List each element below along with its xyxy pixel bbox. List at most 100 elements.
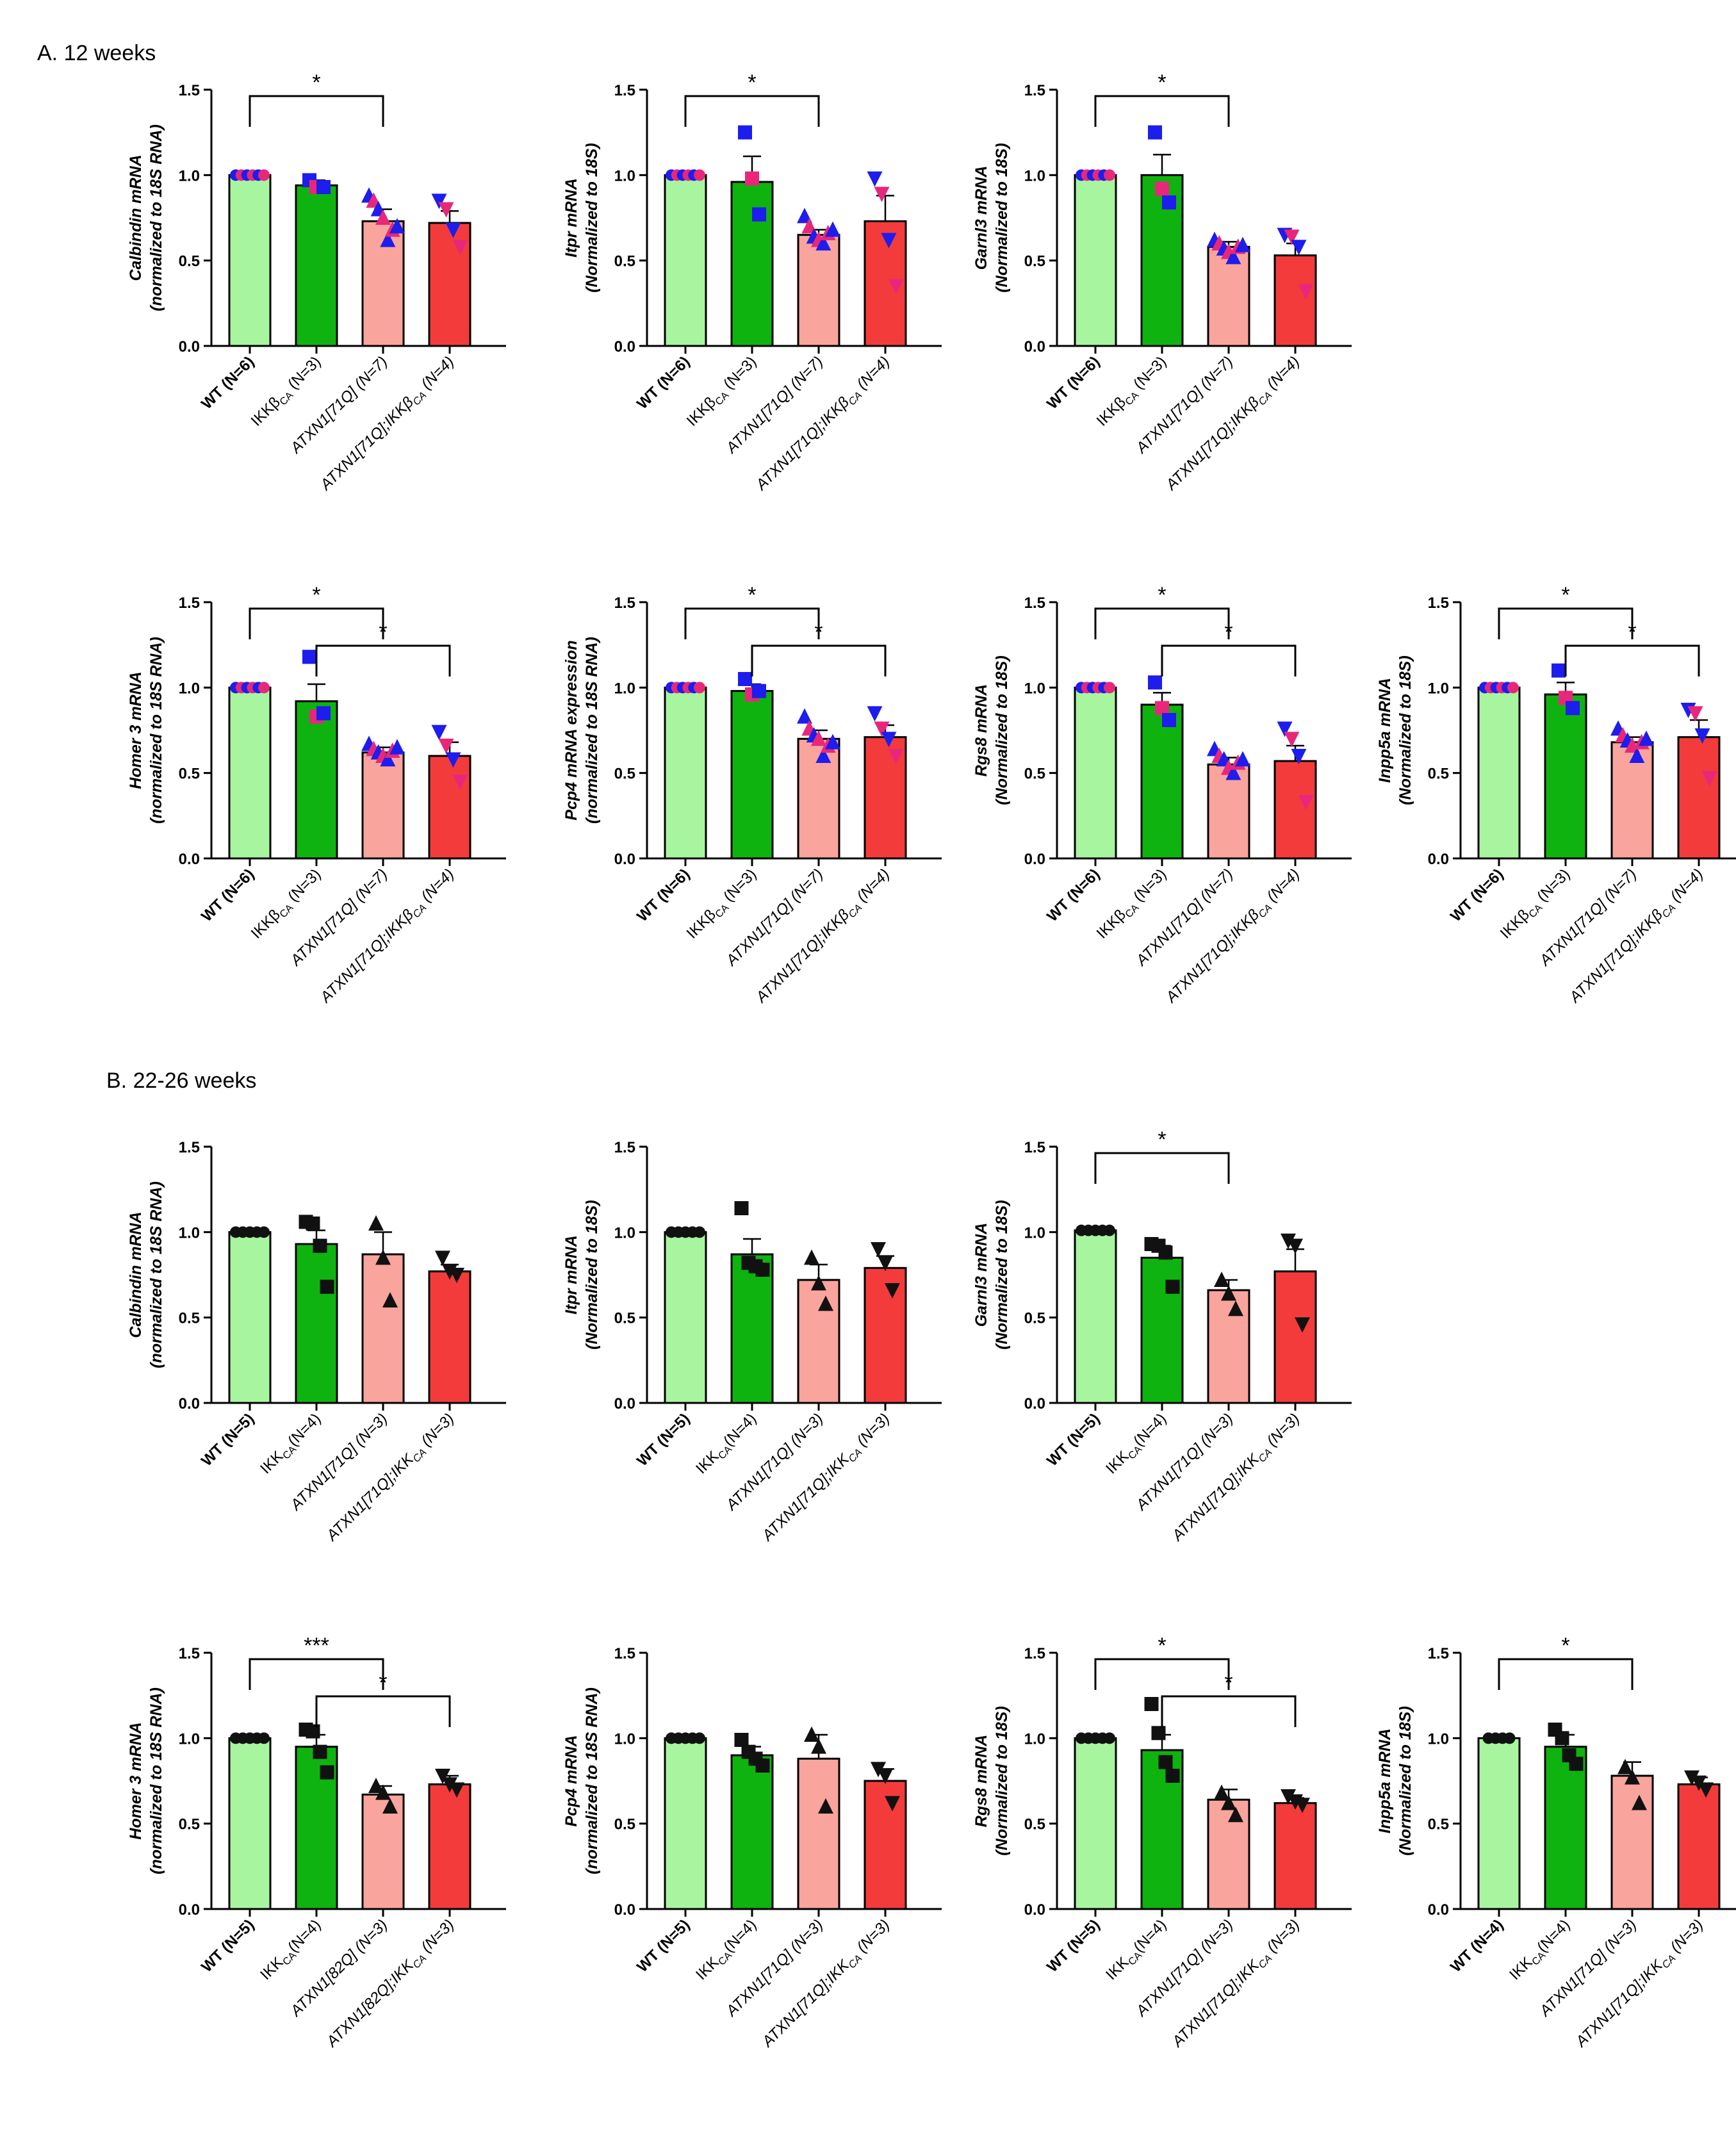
y-tick-label: 1.5 [614, 1139, 635, 1156]
data-point [258, 682, 270, 694]
y-tick-label: 0.5 [614, 1816, 635, 1833]
data-point [445, 222, 461, 238]
x-category-label: ATXN1[71Q];IKKCA (N=3) [1168, 1916, 1305, 2053]
data-point [694, 1226, 705, 1238]
data-point [1295, 1317, 1310, 1333]
data-point [316, 706, 331, 721]
bar-chart-12: Rgs8 mRNA (Normalized to 18S) 0.0 0.5 1.0 1.5… [972, 1634, 1352, 2053]
bar [1207, 1289, 1250, 1404]
y-axis-label: (Normalized to 18S) [1396, 1706, 1414, 1855]
y-tick-label: 1.5 [1024, 82, 1045, 99]
data-point [804, 1726, 819, 1742]
y-axis-label: Rgs8 mRNA [972, 684, 990, 776]
significance-bracket [1094, 1152, 1230, 1184]
bar-chart-7: Calbindin mRNA (normalized to 18S RNA) 0.0… [127, 1139, 506, 1545]
data-point [878, 1256, 893, 1272]
significance-bracket [249, 1658, 384, 1690]
y-tick-label: 1.0 [179, 1730, 200, 1748]
y-tick-label: 1.5 [1024, 1139, 1045, 1156]
data-point [1503, 1732, 1516, 1744]
x-category-label: IKKCA(N=4) [692, 1916, 762, 1985]
data-point [815, 235, 831, 250]
y-tick-label: 1.0 [614, 1730, 635, 1748]
significance-bracket [1094, 95, 1230, 127]
significance-bracket [1498, 607, 1634, 639]
significance-label: * [312, 70, 320, 95]
data-point [1284, 229, 1300, 245]
x-category-label: WT (N=6) [1447, 865, 1507, 925]
data-point [811, 730, 826, 746]
data-point [1151, 1726, 1166, 1741]
significance-bracket [684, 607, 820, 639]
x-category-label: WT (N=4) [1447, 1916, 1507, 1976]
data-point [1235, 751, 1250, 767]
x-category-label: ATXN1[71Q];IKKβCA (N=4) [1162, 353, 1305, 496]
bar [1273, 760, 1317, 860]
data-point [1225, 764, 1241, 780]
data-point [306, 1217, 320, 1231]
data-point [313, 1744, 327, 1759]
data-point [1214, 1272, 1229, 1287]
data-point [1214, 1784, 1229, 1800]
y-tick-label: 0.5 [614, 253, 635, 270]
data-point [1566, 701, 1580, 716]
data-point [1104, 1224, 1115, 1236]
data-point [874, 186, 890, 202]
x-category-label: WT (N=5) [634, 1410, 693, 1470]
bar [361, 1253, 405, 1404]
y-tick-label: 0.0 [1024, 338, 1045, 356]
x-category-label: ATXN1[71Q];IKKβCA (N=4) [1162, 865, 1305, 1008]
significance-bracket [1161, 1695, 1297, 1727]
bar-chart-13: Inpp5a mRNA (Normalized to 18S) 0.0 0.5 1.0 1… [1376, 1634, 1736, 2051]
x-category-label: WT (N=6) [198, 353, 258, 413]
y-tick-label: 0.0 [179, 1901, 200, 1919]
data-point [1221, 1794, 1236, 1810]
data-point [797, 208, 812, 224]
data-point [1295, 1798, 1310, 1814]
data-point [435, 1250, 450, 1266]
data-point [1162, 713, 1176, 727]
y-tick-label: 1.0 [1024, 1224, 1045, 1241]
data-point [752, 684, 766, 698]
y-axis-label: Garnl3 mRNA [972, 1223, 990, 1327]
data-point [258, 1226, 270, 1238]
y-tick-label: 0.5 [614, 766, 635, 783]
bar [664, 174, 707, 347]
x-category-label: ATXN1[71Q];IKKCA (N=3) [758, 1410, 895, 1547]
y-tick-label: 1.5 [614, 594, 635, 612]
y-axis-label: Calbindin mRNA [127, 1211, 145, 1338]
y-tick-label: 0.0 [179, 338, 200, 356]
data-point [825, 221, 840, 237]
bar [730, 690, 774, 860]
data-point [1155, 181, 1169, 196]
data-point [881, 732, 897, 748]
data-point [1158, 1755, 1173, 1769]
data-point [888, 749, 904, 764]
x-category-label: WT (N=6) [1044, 865, 1103, 925]
data-point [449, 1268, 464, 1283]
data-point [818, 1798, 833, 1814]
data-point [368, 1215, 384, 1231]
y-axis-label: Rgs8 mRNA [972, 1735, 990, 1827]
data-point [375, 1249, 391, 1265]
data-point [694, 169, 705, 181]
bar-chart-0: Calbindin mRNA (normalized to 18S RNA) 0.0… [127, 70, 506, 495]
data-point [755, 1758, 770, 1773]
data-point [815, 748, 831, 763]
bar [1074, 1737, 1117, 1910]
y-tick-label: 0.5 [1024, 253, 1045, 270]
y-tick-label: 0.5 [179, 253, 200, 270]
significance-bracket [684, 95, 820, 127]
y-axis-label: (Normalized to 18S) [993, 655, 1011, 805]
x-category-label: ATXN1[71Q];IKKβCA (N=4) [316, 865, 459, 1008]
data-point [1165, 1279, 1180, 1294]
data-point [801, 218, 817, 234]
data-point [1632, 1794, 1647, 1810]
data-point [431, 725, 447, 741]
data-point [738, 672, 752, 686]
bar [797, 1757, 840, 1910]
bar-chart-3: Homer 3 mRNA (normalized to 18S RNA) 0.0 0.… [127, 583, 506, 1008]
y-tick-label: 1.0 [614, 680, 635, 697]
significance-bracket [1498, 1658, 1634, 1690]
data-point [1277, 721, 1293, 737]
